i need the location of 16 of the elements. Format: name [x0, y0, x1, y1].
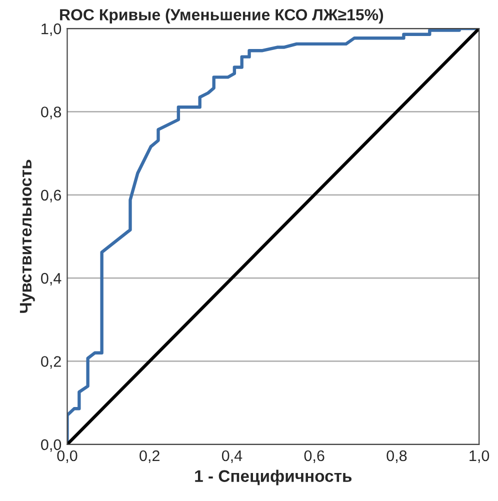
x-tick-label: 0,4 — [222, 450, 242, 463]
y-tick-label: 0,0 — [41, 439, 62, 452]
chart-title: ROC Кривые (Уменьшение КСО ЛЖ≥15%) — [60, 8, 384, 24]
x-tick-label: 1,0 — [470, 450, 490, 463]
y-tick-label: 1,0 — [42, 23, 62, 36]
x-axis-title: 1 - Специфичность — [195, 470, 352, 486]
y-axis-title: Чувствительность — [20, 160, 35, 313]
y-tick-label: 0,4 — [41, 272, 62, 286]
line-series — [67, 28, 480, 444]
x-tick-label: 0,2 — [140, 450, 160, 463]
x-tick-label: 0,8 — [386, 450, 407, 463]
y-tick-label: 0,2 — [41, 356, 61, 369]
y-tick-label: 0,8 — [41, 106, 62, 120]
y-tick-label: 0,6 — [41, 190, 62, 202]
x-tick-label: 0,6 — [304, 450, 324, 463]
x-tick-label: 0,0 — [57, 450, 78, 463]
